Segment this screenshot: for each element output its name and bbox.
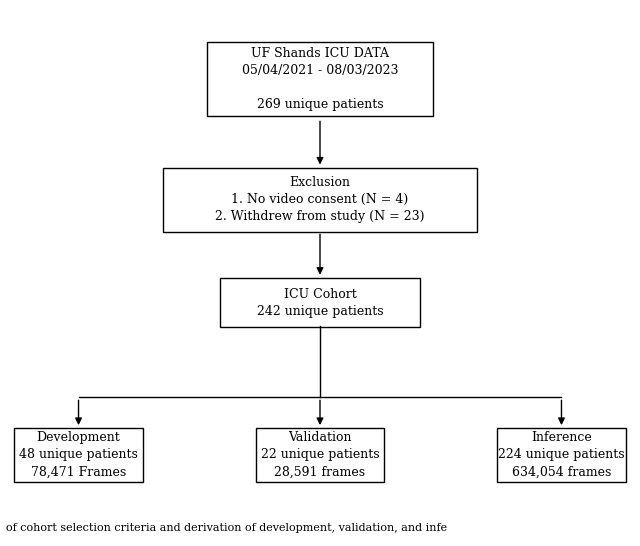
FancyBboxPatch shape [163, 168, 477, 232]
Text: ICU Cohort
242 unique patients: ICU Cohort 242 unique patients [257, 288, 383, 318]
Text: of cohort selection criteria and derivation of development, validation, and infe: of cohort selection criteria and derivat… [6, 524, 447, 533]
FancyBboxPatch shape [14, 428, 143, 482]
Text: UF Shands ICU DATA
05/04/2021 - 08/03/2023

269 unique patients: UF Shands ICU DATA 05/04/2021 - 08/03/20… [242, 47, 398, 111]
Text: Development
48 unique patients
78,471 Frames: Development 48 unique patients 78,471 Fr… [19, 431, 138, 478]
FancyBboxPatch shape [497, 428, 626, 482]
Text: Inference
224 unique patients
634,054 frames: Inference 224 unique patients 634,054 fr… [498, 431, 625, 478]
Text: Exclusion
1. No video consent (N = 4)
2. Withdrew from study (N = 23): Exclusion 1. No video consent (N = 4) 2.… [215, 176, 425, 223]
FancyBboxPatch shape [220, 278, 420, 327]
FancyBboxPatch shape [256, 428, 384, 482]
Text: Validation
22 unique patients
28,591 frames: Validation 22 unique patients 28,591 fra… [260, 431, 380, 478]
FancyBboxPatch shape [207, 42, 433, 116]
